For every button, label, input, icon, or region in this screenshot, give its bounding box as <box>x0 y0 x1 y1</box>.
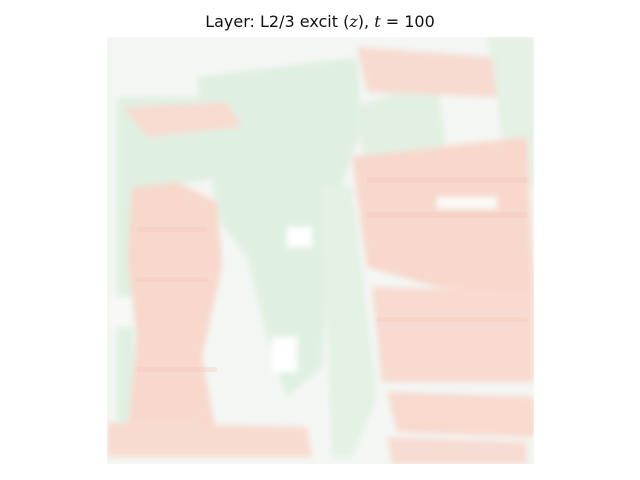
heatmap-svg <box>107 37 534 464</box>
title-mid: ), <box>357 12 375 31</box>
green-stripe <box>322 187 377 457</box>
title-time-symbol: t <box>374 12 381 31</box>
pink-region-right-upper <box>352 137 534 297</box>
activity-map <box>107 37 534 464</box>
pink-band-top-left <box>122 102 242 137</box>
plot-title: Layer: L2/3 excit (z), t = 100 <box>0 12 640 31</box>
title-variable: z <box>349 12 358 31</box>
pink-region-right-middle <box>372 287 534 382</box>
white-patch-4 <box>437 197 497 209</box>
streaks <box>137 177 527 372</box>
pink-band-top-right <box>357 47 497 97</box>
green-region-left <box>117 97 222 447</box>
white-patch-3 <box>107 297 132 327</box>
green-region-center <box>197 57 362 397</box>
pink-band-bottom-right <box>387 437 527 464</box>
pink-region-left <box>127 182 222 447</box>
pink-band-right-lower <box>387 392 534 437</box>
white-patch-1 <box>287 227 312 247</box>
title-time-value: = 100 <box>380 12 435 31</box>
white-patch-2 <box>272 337 297 372</box>
heatmap-image <box>107 37 534 464</box>
title-prefix: Layer: L2/3 excit ( <box>205 12 350 31</box>
pink-band-bottom-left <box>107 422 312 457</box>
